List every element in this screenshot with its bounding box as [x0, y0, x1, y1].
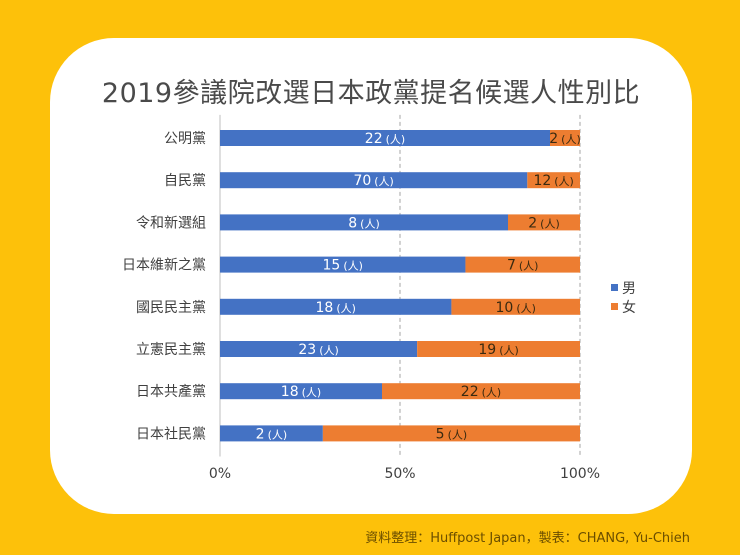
- x-tick-label-2: 100%: [560, 466, 600, 482]
- value-label-male-4: 18 (人): [316, 300, 356, 316]
- value-label-male-2: 8 (人): [348, 215, 380, 231]
- x-tick-label-0: 0%: [209, 466, 231, 482]
- category-label-6: 日本共產黨: [136, 383, 206, 400]
- value-label-female-5: 19 (人): [478, 342, 518, 358]
- category-label-7: 日本社民黨: [136, 426, 206, 442]
- bar-male-5: [220, 341, 418, 357]
- bar-female-7: [322, 425, 580, 442]
- value-label-male-5: 23 (人): [298, 342, 338, 358]
- legend-swatch-1: [611, 303, 618, 310]
- bar-female-6: [382, 383, 580, 400]
- bar-female-4: [451, 298, 580, 315]
- bar-female-5: [417, 341, 580, 357]
- value-label-male-6: 18 (人): [281, 384, 321, 400]
- bar-female-3: [465, 256, 580, 273]
- value-label-male-1: 70 (人): [353, 173, 393, 189]
- category-label-5: 立憲民主黨: [136, 341, 206, 358]
- bar-female-1: [527, 172, 580, 189]
- bar-male-7: [220, 425, 323, 442]
- source-credit: 資料整理：Huffpost Japan，製表：CHANG, Yu-Chieh: [365, 531, 690, 546]
- legend-label-1: 女: [622, 299, 636, 316]
- value-label-male-0: 22 (人): [365, 131, 405, 147]
- bar-male-1: [220, 172, 528, 189]
- category-label-0: 公明黨: [164, 131, 206, 147]
- value-label-female-2: 2 (人): [528, 215, 560, 231]
- value-label-male-7: 2 (人): [256, 426, 288, 442]
- value-label-female-4: 10 (人): [496, 300, 536, 316]
- legend-swatch-0: [611, 284, 618, 291]
- category-label-2: 令和新選組: [136, 215, 206, 231]
- category-label-3: 日本維新之黨: [122, 258, 206, 274]
- bar-male-3: [220, 256, 466, 273]
- bar-male-0: [220, 130, 550, 146]
- bar-male-2: [220, 214, 508, 231]
- bar-female-0: [550, 130, 580, 146]
- bar-male-4: [220, 298, 452, 315]
- category-label-4: 國民民主黨: [136, 300, 206, 316]
- value-label-female-0: 2 (人): [549, 131, 581, 147]
- x-tick-label-1: 50%: [384, 466, 415, 482]
- legend-label-0: 男: [622, 281, 636, 297]
- category-label-1: 自民黨: [164, 173, 206, 189]
- value-label-male-3: 15 (人): [323, 258, 363, 274]
- bar-female-2: [508, 214, 580, 231]
- value-label-female-6: 22 (人): [461, 384, 501, 400]
- bar-male-6: [220, 383, 382, 400]
- value-label-female-3: 7 (人): [507, 258, 539, 274]
- value-label-female-1: 12 (人): [533, 173, 573, 189]
- value-label-female-7: 5 (人): [436, 426, 468, 442]
- chart-title: 2019參議院改選日本政黨提名候選人性別比: [101, 78, 641, 109]
